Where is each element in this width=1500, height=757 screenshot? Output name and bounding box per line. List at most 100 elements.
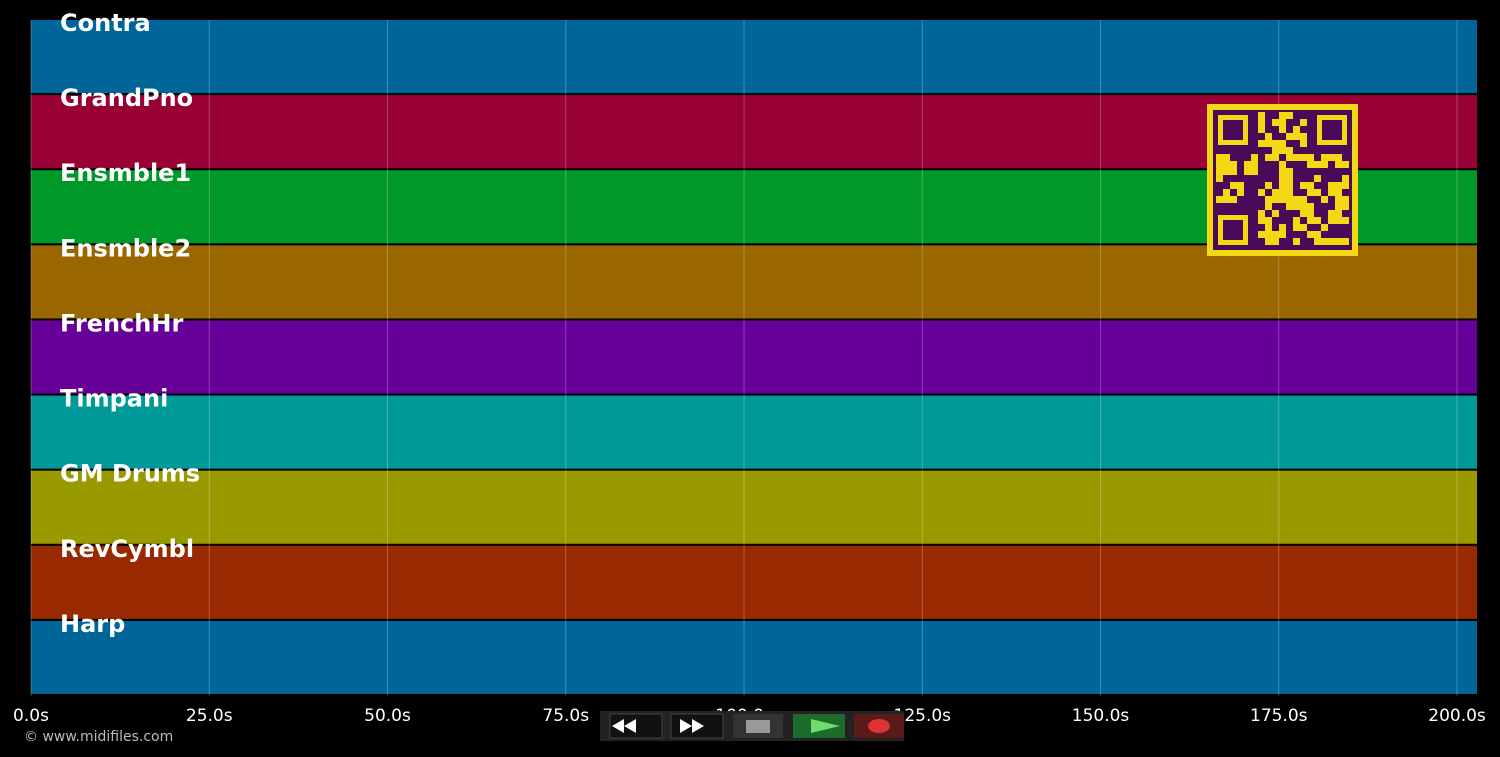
track-lane — [31, 620, 1477, 694]
qr-code — [1207, 104, 1358, 256]
qr-module — [1307, 161, 1314, 168]
qr-module — [1279, 231, 1286, 238]
qr-module — [1223, 154, 1230, 161]
qr-module — [1244, 168, 1251, 175]
track-name: Harp — [60, 610, 125, 638]
qr-module — [1286, 154, 1293, 161]
qr-finder — [1223, 220, 1243, 240]
qr-module — [1279, 189, 1286, 196]
qr-module — [1230, 182, 1237, 189]
qr-module — [1265, 133, 1272, 140]
icon — [612, 719, 636, 733]
qr-module — [1230, 168, 1237, 175]
qr-module — [1335, 210, 1342, 217]
qr-module — [1272, 238, 1279, 245]
qr-module — [1265, 140, 1272, 147]
rewind-button[interactable] — [609, 713, 663, 739]
qr-module — [1216, 175, 1223, 182]
x-tick-label: 50.0s — [364, 706, 411, 726]
qr-module — [1286, 182, 1293, 189]
qr-module — [1307, 189, 1314, 196]
qr-module — [1223, 161, 1230, 168]
qr-module — [1300, 203, 1307, 210]
qr-module — [1286, 133, 1293, 140]
x-tick-label: 125.0s — [894, 706, 952, 726]
stop-button[interactable] — [733, 714, 783, 738]
qr-module — [1293, 224, 1300, 231]
track-name: GrandPno — [60, 84, 193, 112]
qr-module — [1286, 196, 1293, 203]
qr-module — [1342, 175, 1349, 182]
qr-module — [1342, 203, 1349, 210]
qr-module — [1300, 133, 1307, 140]
qr-module — [1279, 140, 1286, 147]
qr-module — [1293, 154, 1300, 161]
qr-module — [1258, 126, 1265, 133]
qr-module — [1216, 196, 1223, 203]
icon — [868, 719, 890, 733]
qr-module — [1328, 189, 1335, 196]
qr-module — [1307, 210, 1314, 217]
qr-module — [1272, 231, 1279, 238]
qr-module — [1258, 231, 1265, 238]
qr-module — [1314, 231, 1321, 238]
qr-module — [1230, 161, 1237, 168]
qr-module — [1328, 210, 1335, 217]
x-tick-label: 0.0s — [13, 706, 49, 726]
qr-module — [1293, 126, 1300, 133]
qr-module — [1335, 154, 1342, 161]
x-tick-label: 75.0s — [542, 706, 589, 726]
qr-module — [1286, 203, 1293, 210]
qr-module — [1300, 224, 1307, 231]
qr-module — [1328, 182, 1335, 189]
qr-modules — [1216, 112, 1349, 245]
forward-button[interactable] — [670, 713, 724, 739]
qr-finder — [1223, 120, 1243, 140]
qr-module — [1286, 168, 1293, 175]
qr-module — [1279, 168, 1286, 175]
qr-module — [1335, 182, 1342, 189]
qr-module — [1265, 238, 1272, 245]
qr-finder — [1322, 120, 1342, 140]
qr-module — [1265, 217, 1272, 224]
qr-module — [1307, 231, 1314, 238]
grid — [30, 20, 1458, 696]
qr-module — [1272, 154, 1279, 161]
qr-module — [1279, 161, 1286, 168]
qr-module — [1272, 210, 1279, 217]
qr-module — [1279, 112, 1286, 119]
qr-module — [1265, 224, 1272, 231]
qr-module — [1321, 196, 1328, 203]
qr-module — [1300, 196, 1307, 203]
qr-module — [1258, 210, 1265, 217]
track-name: Ensmble2 — [60, 234, 191, 262]
qr-module — [1328, 217, 1335, 224]
qr-module — [1300, 140, 1307, 147]
qr-module — [1307, 154, 1314, 161]
icon — [811, 719, 840, 733]
play-button[interactable] — [793, 714, 845, 738]
qr-module — [1314, 189, 1321, 196]
qr-module — [1342, 196, 1349, 203]
record-button[interactable] — [854, 714, 904, 738]
qr-module — [1279, 126, 1286, 133]
qr-module — [1216, 168, 1223, 175]
qr-module — [1293, 203, 1300, 210]
track-lane — [31, 245, 1477, 319]
qr-module — [1300, 154, 1307, 161]
track-lane — [31, 470, 1477, 544]
qr-module — [1265, 203, 1272, 210]
qr-module — [1223, 189, 1230, 196]
x-tick-label: 200.0s — [1428, 706, 1486, 726]
qr-module — [1265, 154, 1272, 161]
qr-module — [1237, 189, 1244, 196]
qr-module — [1286, 112, 1293, 119]
qr-module — [1335, 217, 1342, 224]
track-lane — [31, 395, 1477, 469]
qr-module — [1300, 210, 1307, 217]
qr-module — [1272, 140, 1279, 147]
icon — [746, 720, 770, 733]
qr-module — [1307, 217, 1314, 224]
